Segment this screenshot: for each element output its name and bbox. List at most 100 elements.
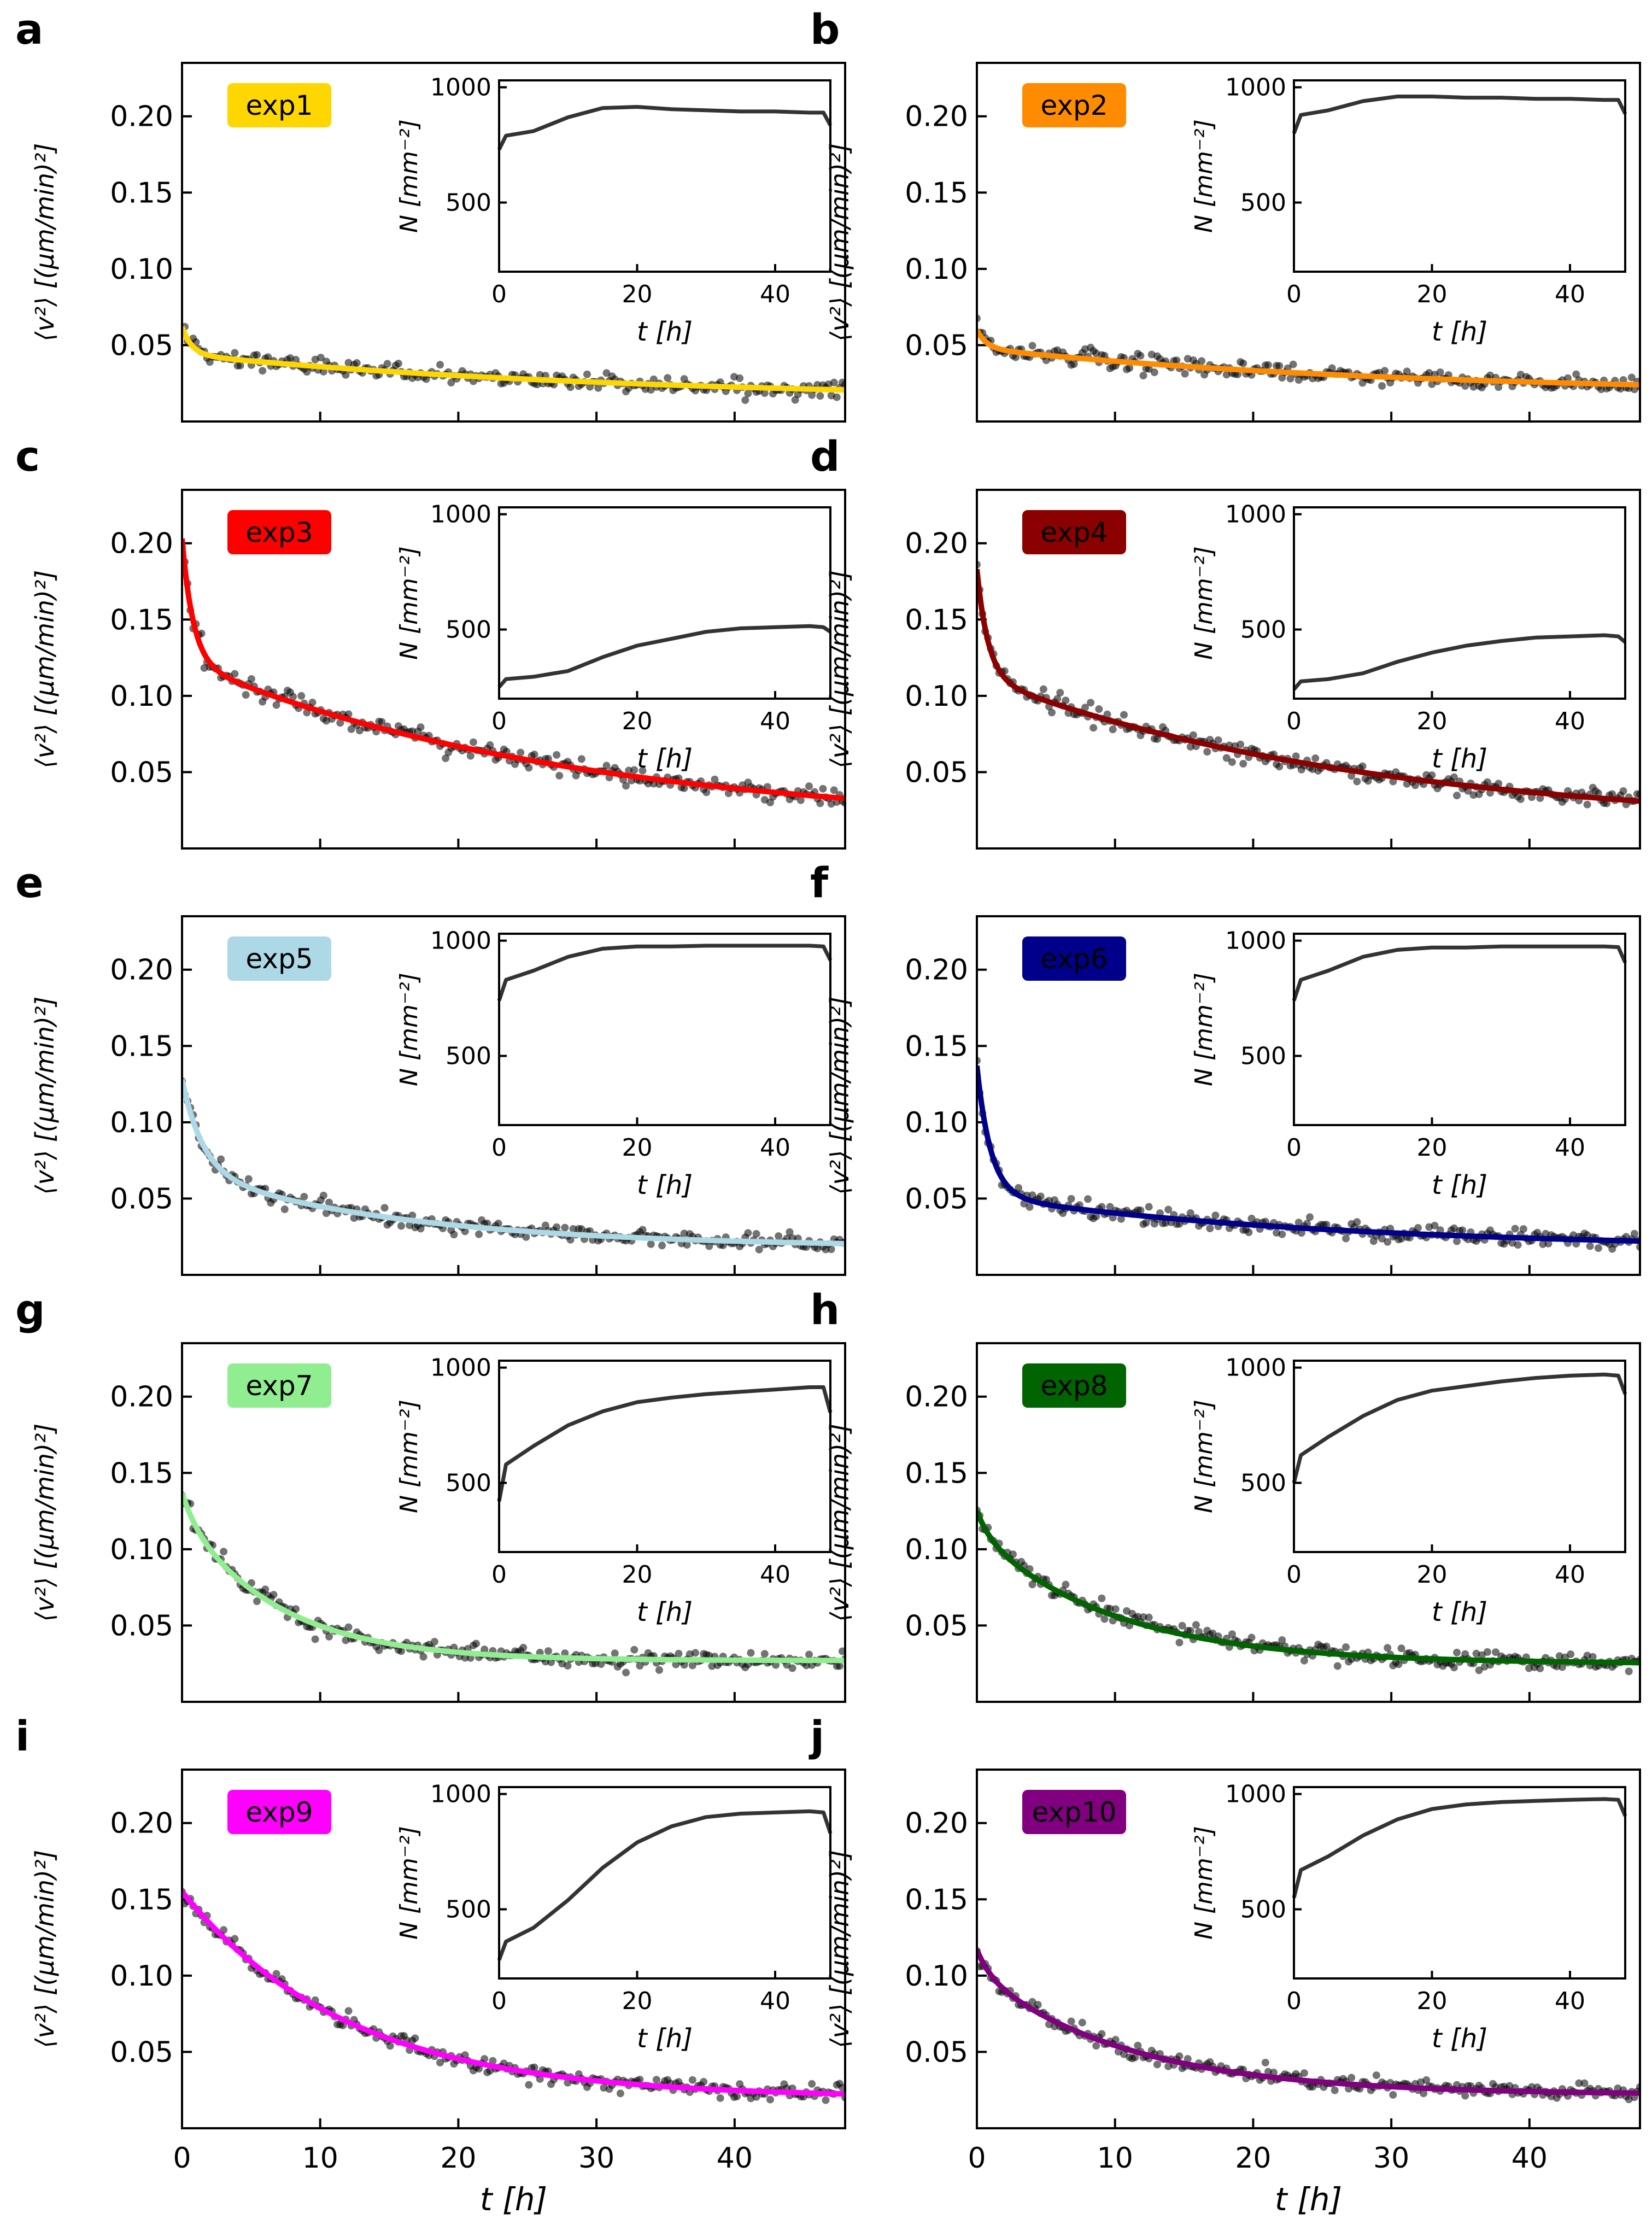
- data-point: [272, 701, 280, 709]
- legend: exp10: [1022, 1790, 1126, 1834]
- data-point: [436, 361, 444, 369]
- data-point: [805, 782, 813, 791]
- data-point: [530, 2063, 538, 2071]
- data-point: [655, 1666, 663, 1674]
- data-point: [1453, 792, 1461, 800]
- inset-y-tick-label: 1000: [430, 1354, 491, 1382]
- data-point: [1012, 353, 1020, 361]
- panel-i: i 0.05 0.10 0.15 0.20 0 10 20 30 40 ⟨v²⟩ [(μm/min)…: [15, 1712, 846, 2218]
- data-point: [1092, 1213, 1100, 1221]
- inset-x-axis-label: t [h]: [637, 743, 693, 774]
- inset-line: [1292, 944, 1627, 1002]
- data-point: [1331, 2086, 1339, 2094]
- y-tick-label: 0.15: [905, 1457, 968, 1490]
- inset-y-tick-label: 500: [1240, 1469, 1286, 1497]
- inset-x-tick-label: 0: [491, 1134, 507, 1162]
- panel-f: f 0.05 0.10 0.15 0.20 ⟨v²⟩ [(μm/min)²] exp6 500…: [810, 858, 1641, 1276]
- inset-line: [1292, 1797, 1627, 1899]
- data-point: [1286, 374, 1294, 383]
- data-point: [375, 1646, 383, 1654]
- inset-background: [499, 934, 830, 1125]
- inset-y-axis-label-group: N [mm⁻²]: [1190, 1826, 1218, 1940]
- data-point: [1178, 1621, 1186, 1630]
- data-point: [536, 2075, 544, 2083]
- data-point: [231, 670, 239, 678]
- legend: exp4: [1022, 510, 1126, 554]
- data-point: [1203, 748, 1211, 756]
- panel-letter: c: [15, 432, 40, 481]
- data-point: [1106, 1605, 1114, 1613]
- data-point: [594, 384, 602, 392]
- inset-x-tick-label: 0: [491, 1561, 507, 1589]
- data-point: [1564, 374, 1572, 382]
- inset: 500 1000 0 20 40 t [h] N [mm⁻²]: [395, 1354, 833, 1627]
- y-axis-label: ⟨v²⟩ [(μm/min)²]: [825, 997, 854, 1195]
- data-point: [1139, 1613, 1147, 1621]
- axes-frame: [976, 1342, 1641, 1703]
- inset-y-axis-label-group: N [mm⁻²]: [1190, 973, 1218, 1086]
- data-point: [1450, 1664, 1458, 1672]
- data-point: [1431, 1221, 1439, 1229]
- data-point: [1186, 1209, 1194, 1217]
- data-point: [259, 367, 267, 375]
- data-point: [1137, 352, 1145, 360]
- data-point: [1034, 2001, 1042, 2009]
- data-point: [244, 1175, 253, 1183]
- data-point: [638, 766, 647, 775]
- data-point: [796, 796, 805, 804]
- y-tick-label: 0.20: [110, 528, 173, 560]
- legend-label: exp1: [245, 90, 313, 121]
- data-point: [325, 1632, 333, 1641]
- data-point: [1450, 773, 1458, 781]
- data-point: [319, 1191, 327, 1199]
- inset-line: [1292, 1372, 1627, 1484]
- fit-line: [977, 569, 1640, 804]
- inset-background: [1294, 507, 1625, 699]
- data-point: [1306, 1213, 1314, 1221]
- data-point: [280, 1205, 289, 1214]
- data-point: [1292, 752, 1300, 760]
- legend-swatch: [1022, 936, 1126, 981]
- inset-frame: [498, 1786, 831, 1980]
- data-point: [1237, 740, 1245, 748]
- inset-y-axis-label: N [mm⁻²]: [395, 119, 423, 233]
- data-point: [1483, 778, 1491, 786]
- inset: 500 1000 0 20 40 t [h] N [mm⁻²]: [395, 501, 831, 774]
- data-point: [561, 1223, 569, 1232]
- data-point: [397, 1647, 405, 1655]
- x-axis-label: t [h]: [480, 2181, 547, 2218]
- data-point: [744, 389, 752, 397]
- legend-label: exp7: [245, 1370, 313, 1402]
- axes-frame: [181, 1769, 846, 2129]
- inset: 500 1000 0 20 40 t [h] N [mm⁻²]: [1190, 927, 1627, 1201]
- data-point: [1109, 725, 1117, 734]
- legend: exp2: [1022, 83, 1126, 127]
- y-axis-label: ⟨v²⟩ [(μm/min)²]: [30, 143, 60, 342]
- inset-x-tick-label: 20: [1417, 280, 1448, 308]
- data-point: [630, 1646, 638, 1654]
- legend: exp8: [1022, 1363, 1126, 1408]
- legend: exp1: [227, 83, 331, 127]
- y-tick-label: 0.20: [905, 101, 968, 133]
- data-point: [1436, 1226, 1444, 1234]
- inset-x-tick-label: 0: [1286, 1987, 1302, 2015]
- data-point: [1384, 1238, 1392, 1246]
- panel-d: d 0.05 0.10 0.15 0.20 ⟨v²⟩ [(μm/min)²] exp4 500…: [810, 432, 1641, 850]
- inset-background: [1294, 1787, 1625, 1978]
- y-axis-label-group: ⟨v²⟩ [(μm/min)²]: [30, 143, 60, 342]
- data-point: [1608, 790, 1616, 798]
- inset-frame: [498, 506, 831, 700]
- data-point: [1420, 2089, 1428, 2098]
- data-point: [675, 1649, 683, 1658]
- data-group: [977, 314, 1640, 394]
- data-point: [1278, 1636, 1286, 1644]
- data-group: [977, 1506, 1640, 1676]
- data-point: [217, 1155, 225, 1163]
- data-point: [1173, 356, 1181, 365]
- data-point: [419, 1653, 427, 1661]
- data-point: [347, 725, 355, 733]
- data-point: [1411, 781, 1419, 789]
- data-point: [772, 1661, 780, 1669]
- data-point: [664, 374, 672, 382]
- data-point: [231, 1935, 239, 1943]
